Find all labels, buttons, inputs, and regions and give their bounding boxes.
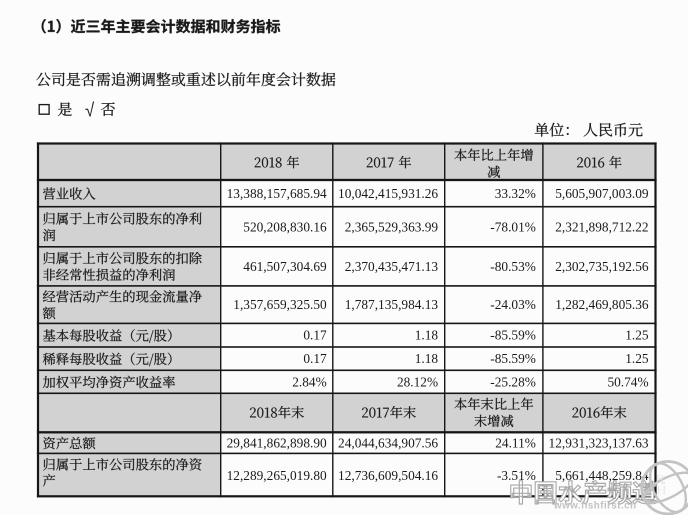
svg-text:1.25: 1.25 [625, 328, 649, 343]
svg-text:2,302,735,192.56: 2,302,735,192.56 [555, 259, 649, 274]
svg-text:5,605,907,003.09: 5,605,907,003.09 [555, 186, 649, 201]
svg-text:-85.59%: -85.59% [490, 351, 536, 366]
svg-text:-85.59%: -85.59% [490, 328, 536, 343]
svg-text:0.17: 0.17 [303, 351, 327, 366]
svg-text:1.25: 1.25 [625, 351, 649, 366]
svg-text:1.18: 1.18 [415, 328, 439, 343]
svg-text:12,736,609,504.16: 12,736,609,504.16 [338, 468, 438, 483]
svg-text:-80.53%: -80.53% [490, 259, 536, 274]
svg-text:1.18: 1.18 [415, 351, 439, 366]
svg-text:2,370,435,471.13: 2,370,435,471.13 [345, 259, 439, 274]
svg-text:1,787,135,984.13: 1,787,135,984.13 [345, 297, 439, 312]
svg-text:520,208,830.16: 520,208,830.16 [243, 219, 327, 234]
svg-text:12,931,323,137.63: 12,931,323,137.63 [549, 435, 649, 450]
svg-text:10,042,415,931.26: 10,042,415,931.26 [338, 186, 438, 201]
svg-text:2.84%: 2.84% [292, 374, 326, 389]
svg-text:2,321,898,712.22: 2,321,898,712.22 [555, 219, 648, 234]
svg-text:24,044,634,907.56: 24,044,634,907.56 [338, 435, 438, 450]
svg-text:13,388,157,685.94: 13,388,157,685.94 [227, 186, 327, 201]
svg-text:28.12%: 28.12% [397, 374, 438, 389]
svg-text:-25.28%: -25.28% [490, 374, 536, 389]
svg-text:1,357,659,325.50: 1,357,659,325.50 [233, 297, 327, 312]
svg-text:12,289,265,019.80: 12,289,265,019.80 [227, 468, 327, 483]
svg-text:1,282,469,805.36: 1,282,469,805.36 [555, 297, 649, 312]
svg-text:2,365,529,363.99: 2,365,529,363.99 [345, 219, 439, 234]
svg-text:-3.51%: -3.51% [497, 468, 536, 483]
svg-text:5,661,448,259.84: 5,661,448,259.84 [555, 468, 649, 483]
svg-text:29,841,862,898.90: 29,841,862,898.90 [227, 435, 327, 450]
svg-text:0.17: 0.17 [303, 328, 327, 343]
svg-text:-78.01%: -78.01% [490, 219, 536, 234]
svg-text:-24.03%: -24.03% [490, 297, 536, 312]
svg-text:www.fishfirst.cn: www.fishfirst.cn [553, 501, 637, 512]
svg-text:33.32%: 33.32% [495, 186, 536, 201]
svg-text:24.11%: 24.11% [495, 435, 536, 450]
svg-text:50.74%: 50.74% [607, 374, 648, 389]
svg-text:461,507,304.69: 461,507,304.69 [243, 259, 327, 274]
